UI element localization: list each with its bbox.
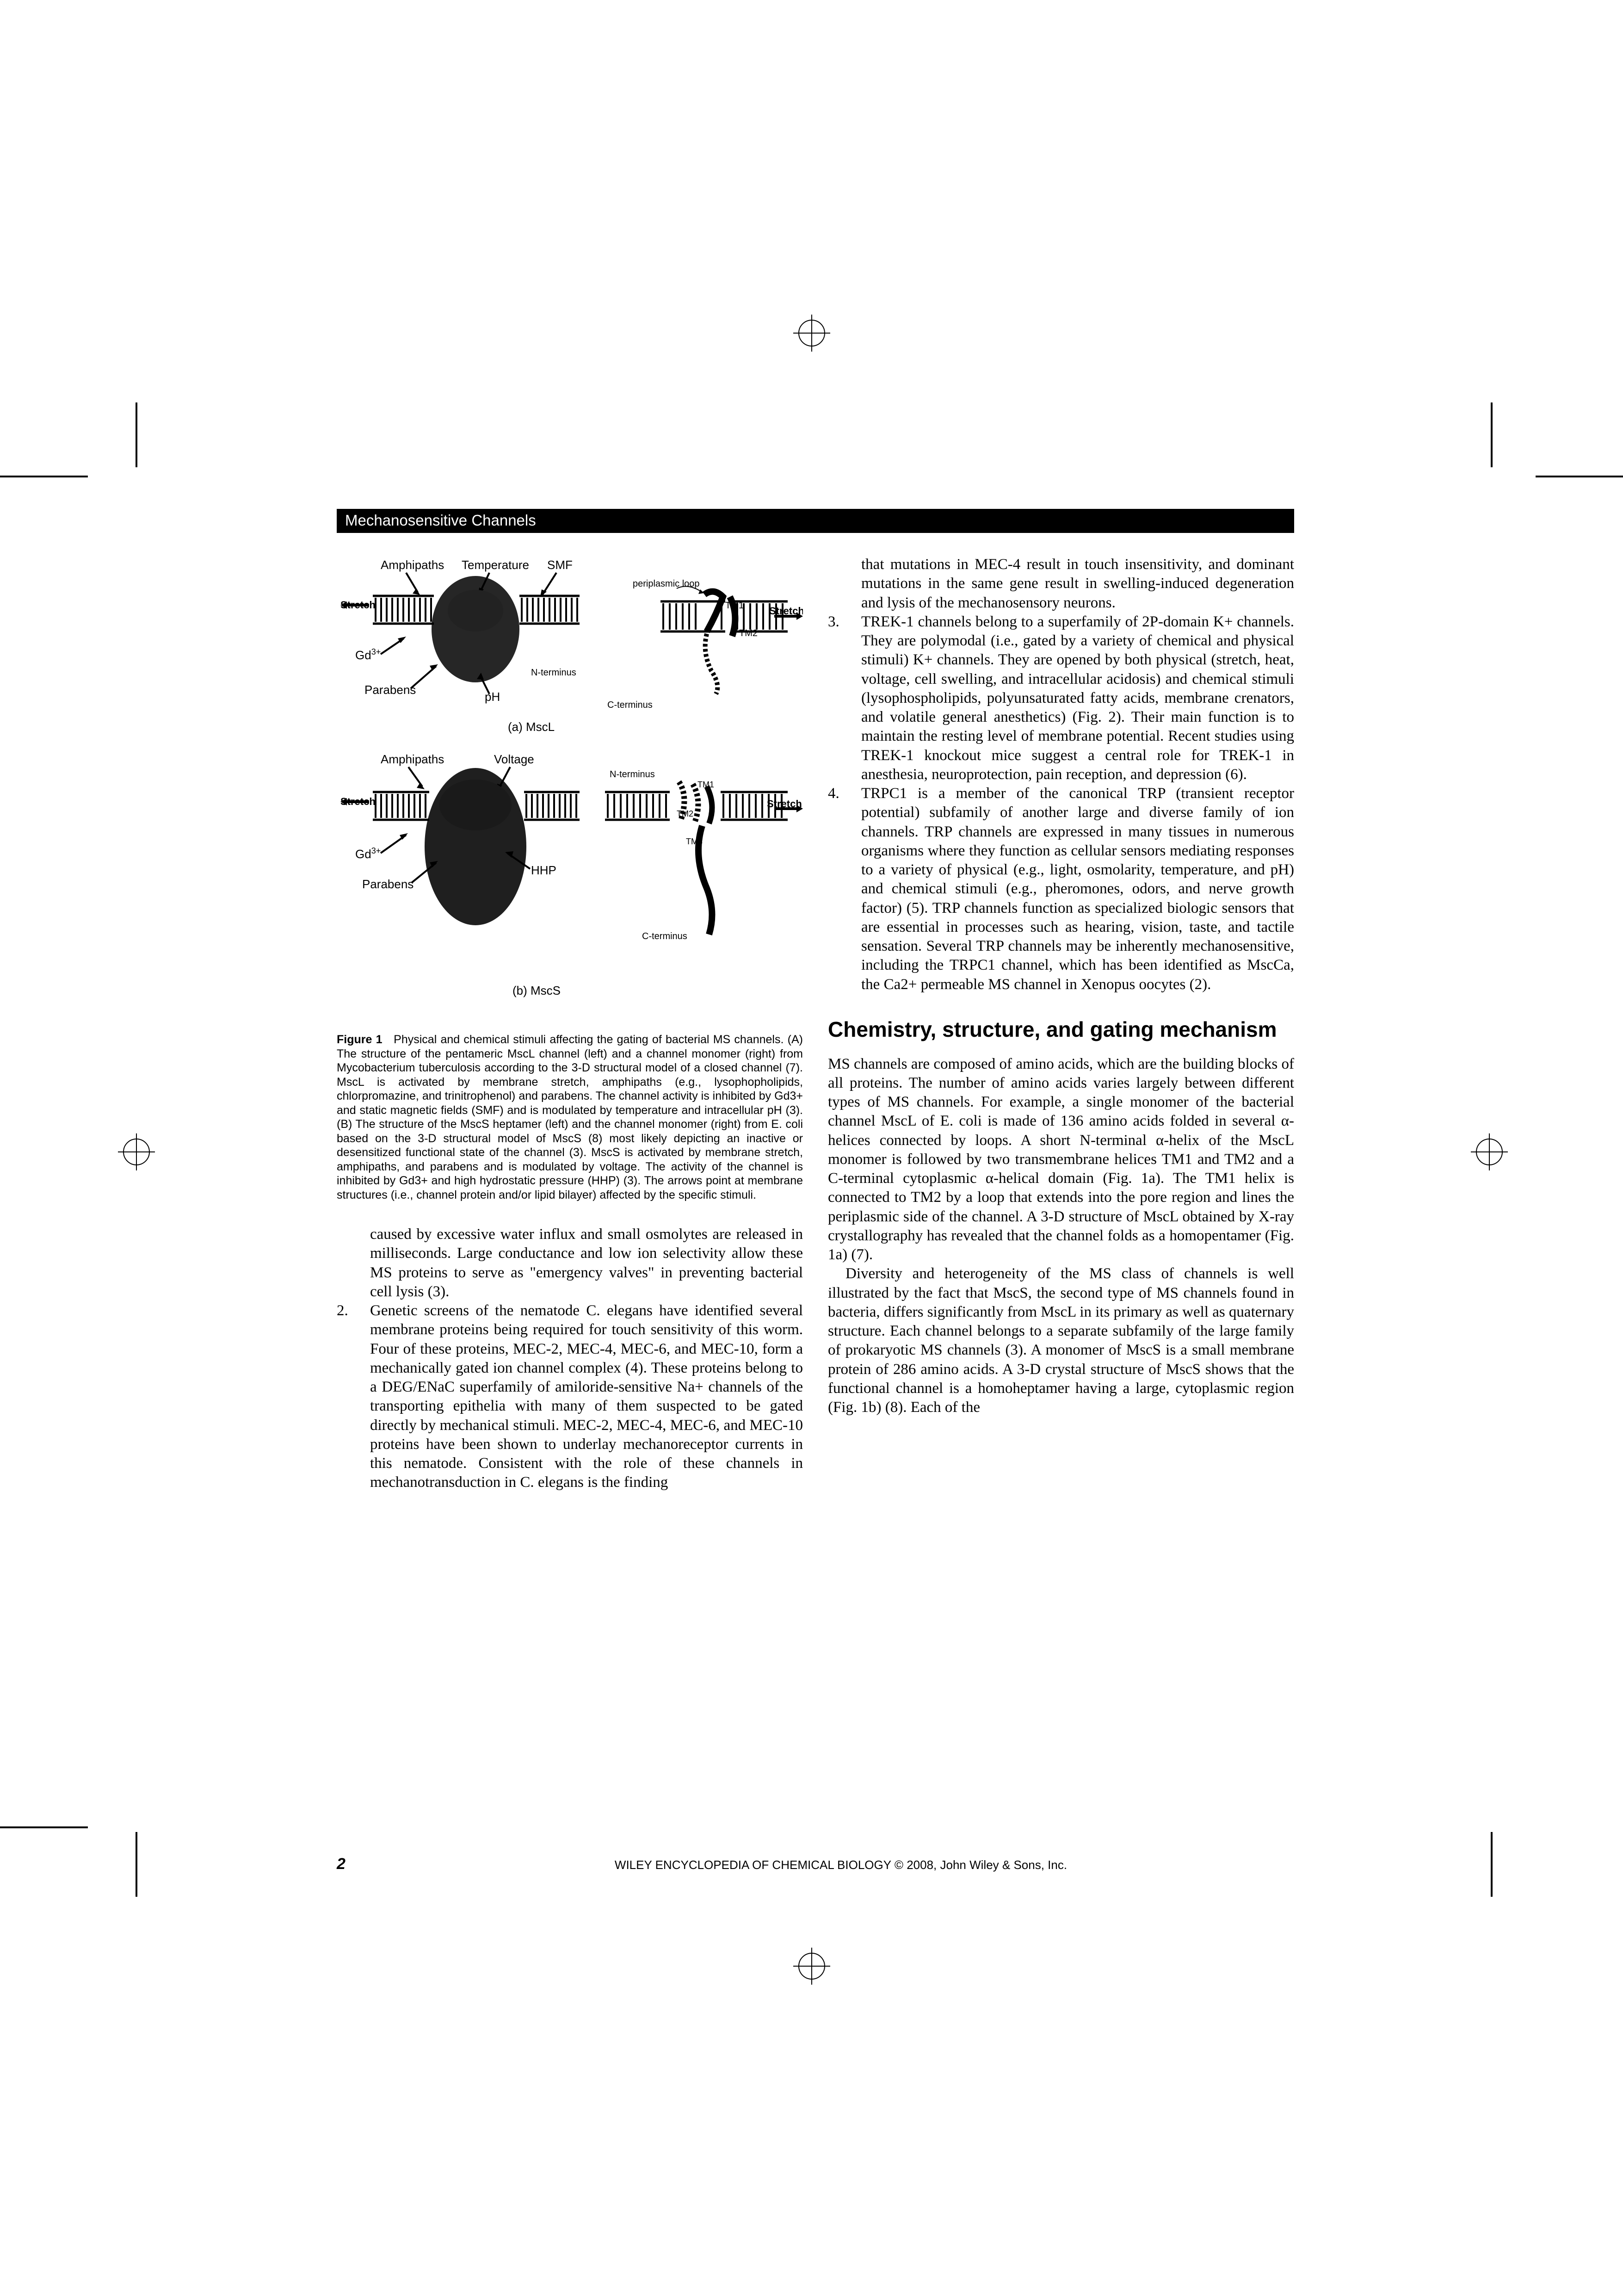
body-para-1: MS channels are composed of amino acids,… <box>828 1055 1294 1265</box>
svg-text:pH: pH <box>485 690 500 704</box>
crop-mark-top <box>793 315 830 352</box>
svg-text:TM2: TM2 <box>739 628 758 638</box>
svg-text:Voltage: Voltage <box>494 752 534 766</box>
section-heading-chemistry: Chemistry, structure, and gating mechani… <box>828 1017 1294 1042</box>
running-header: Mechanosensitive Channels <box>337 509 1294 533</box>
svg-text:periplasmic loop: periplasmic loop <box>633 579 700 589</box>
svg-text:C-terminus: C-terminus <box>607 700 653 710</box>
trim-bot-left <box>116 1832 157 1897</box>
item-4-text: TRPC1 is a member of the canonical TRP (… <box>861 785 1294 993</box>
section-heading-text: Chemistry, structure, and gating mechani… <box>828 1017 1277 1041</box>
item-1-cont-text: caused by excessive water influx and sma… <box>370 1226 803 1300</box>
svg-text:(b) MscS: (b) MscS <box>512 984 561 997</box>
crop-mark-bottom <box>793 1948 830 1985</box>
trim-bot-right <box>1471 1832 1512 1897</box>
svg-text:(a) MscL: (a) MscL <box>508 720 555 734</box>
body-para-2: Diversity and heterogeneity of the MS cl… <box>828 1264 1294 1417</box>
figure-1: Amphipaths Temperature SMF Stretch <box>337 555 803 1022</box>
svg-text:TM2: TM2 <box>677 809 693 818</box>
svg-text:Gd3+: Gd3+ <box>355 846 381 861</box>
svg-text:Amphipaths: Amphipaths <box>381 558 444 572</box>
list-item-1-continuation: caused by excessive water influx and sma… <box>337 1225 803 1301</box>
figure-1-caption-text: Physical and chemical stimuli affecting … <box>337 1033 803 1201</box>
svg-text:TM1: TM1 <box>725 600 744 611</box>
svg-text:Amphipaths: Amphipaths <box>381 752 444 766</box>
page-footer: 2 WILEY ENCYCLOPEDIA OF CHEMICAL BIOLOGY… <box>337 1855 1294 1873</box>
trim-top-left <box>116 402 157 467</box>
examples-list-right: that mutations in MEC-4 result in touch … <box>828 555 1294 994</box>
svg-text:N-terminus: N-terminus <box>610 769 655 780</box>
copyright-line: WILEY ENCYCLOPEDIA OF CHEMICAL BIOLOGY ©… <box>388 1858 1294 1872</box>
svg-text:Parabens: Parabens <box>364 683 416 697</box>
trim-top-right-h <box>1536 472 1623 481</box>
item-4-number: 4. <box>828 784 839 803</box>
list-item-3: 3. TREK-1 channels belong to a superfami… <box>828 613 1294 784</box>
svg-text:Temperature: Temperature <box>462 558 529 572</box>
left-column: Amphipaths Temperature SMF Stretch <box>337 555 803 1492</box>
svg-text:N-terminus: N-terminus <box>531 668 576 678</box>
item-3-number: 3. <box>828 613 839 631</box>
figure-1-number: Figure 1 <box>337 1033 383 1046</box>
svg-text:C-terminus: C-terminus <box>642 931 687 941</box>
crop-mark-left <box>118 1133 155 1170</box>
item-2-cont-text: that mutations in MEC-4 result in touch … <box>861 556 1294 611</box>
svg-text:Gd3+: Gd3+ <box>355 647 381 662</box>
item-2-text: Genetic screens of the nematode C. elega… <box>370 1302 803 1491</box>
list-item-2-continuation: that mutations in MEC-4 result in touch … <box>828 555 1294 613</box>
svg-text:Parabens: Parabens <box>362 877 413 891</box>
page-number: 2 <box>337 1855 388 1873</box>
item-2-number: 2. <box>337 1301 348 1320</box>
figure-1-caption: Figure 1 Physical and chemical stimuli a… <box>337 1033 803 1202</box>
svg-text:TM1: TM1 <box>697 780 714 789</box>
crop-mark-right <box>1471 1133 1508 1170</box>
item-3-text: TREK-1 channels belong to a superfamily … <box>861 613 1294 783</box>
trim-bot-left-h <box>0 1823 88 1832</box>
trim-top-left-h <box>0 472 88 481</box>
svg-text:SMF: SMF <box>547 558 573 572</box>
list-item-2: 2. Genetic screens of the nematode C. el… <box>337 1301 803 1492</box>
trim-top-right <box>1471 402 1512 467</box>
running-header-text: Mechanosensitive Channels <box>345 512 536 529</box>
list-item-4: 4. TRPC1 is a member of the canonical TR… <box>828 784 1294 994</box>
examples-list-left: caused by excessive water influx and sma… <box>337 1225 803 1492</box>
right-column: that mutations in MEC-4 result in touch … <box>828 555 1294 1492</box>
svg-text:HHP: HHP <box>531 863 556 877</box>
